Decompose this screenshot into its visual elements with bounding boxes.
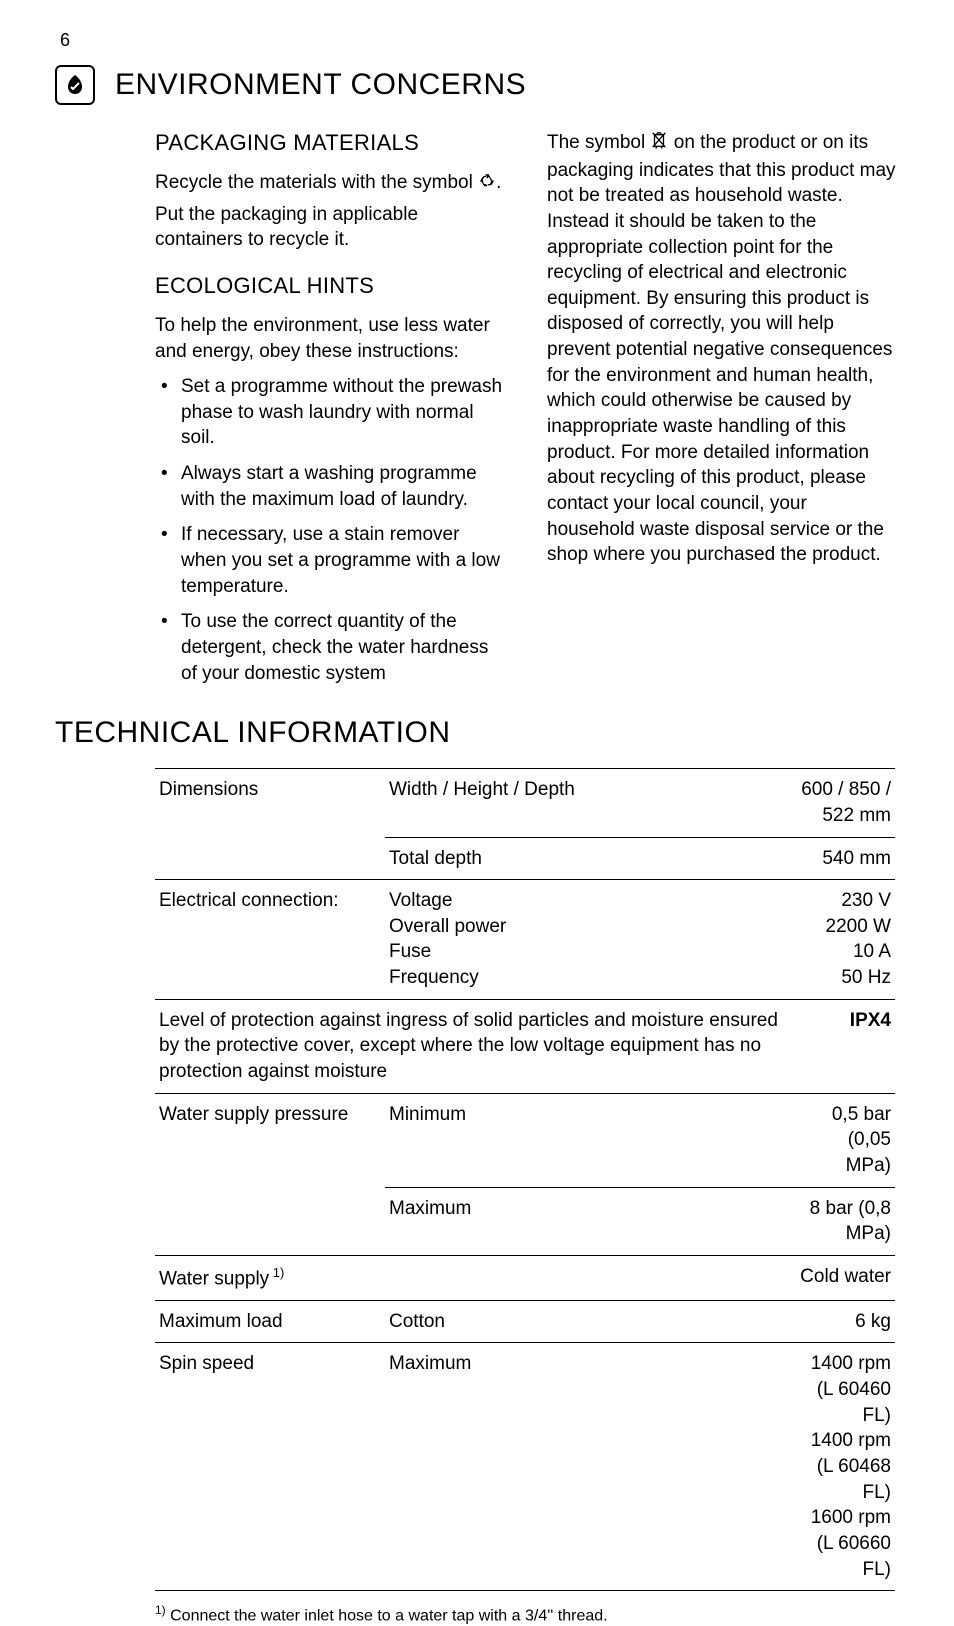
table-cell-value: 540 mm bbox=[796, 837, 895, 880]
table-cell-label bbox=[155, 837, 385, 880]
table-row: Maximum8 bar (0,8 MPa) bbox=[155, 1187, 895, 1255]
list-item: Always start a washing programme with th… bbox=[155, 461, 507, 512]
packaging-p1a: Recycle the materials with the symbol bbox=[155, 172, 473, 193]
recycle-icon bbox=[478, 172, 496, 198]
table-cell-param: Voltage Overall power Fuse Frequency bbox=[385, 880, 796, 1000]
list-item: Set a programme without the prewash phas… bbox=[155, 374, 507, 451]
col-left: PACKAGING MATERIALS Recycle the material… bbox=[155, 130, 507, 696]
packaging-text: Recycle the materials with the symbol . bbox=[155, 170, 507, 198]
table-cell-value: 0,5 bar (0,05 MPa) bbox=[796, 1093, 895, 1187]
table-row: Water supply pressureMinimum0,5 bar (0,0… bbox=[155, 1093, 895, 1187]
leaf-icon bbox=[55, 65, 95, 105]
table-cell-label: Water supply pressure bbox=[155, 1093, 385, 1187]
packaging-heading: PACKAGING MATERIALS bbox=[155, 130, 507, 156]
table-cell-label: Electrical connection: bbox=[155, 880, 385, 1000]
weee-pre: The symbol bbox=[547, 132, 650, 153]
tech-table: DimensionsWidth / Height / Depth600 / 85… bbox=[155, 768, 895, 1591]
table-row: Water supply 1) Cold water bbox=[155, 1255, 895, 1300]
table-cell-param: Maximum bbox=[385, 1343, 796, 1591]
eco-heading: ECOLOGICAL HINTS bbox=[155, 273, 507, 299]
table-cell-value: 6 kg bbox=[796, 1300, 895, 1343]
table-cell-label: Water supply 1) bbox=[155, 1255, 385, 1300]
table-cell-param: Maximum bbox=[385, 1187, 796, 1255]
footnote: 1) Connect the water inlet hose to a wat… bbox=[155, 1603, 899, 1625]
table-cell-value: IPX4 bbox=[796, 999, 895, 1093]
table-row: Spin speedMaximum1400 rpm (L 60460 FL) 1… bbox=[155, 1343, 895, 1591]
table-cell-label: Dimensions bbox=[155, 769, 385, 837]
table-cell-value: Cold water bbox=[796, 1255, 895, 1300]
table-row: Level of protection against ingress of s… bbox=[155, 999, 895, 1093]
list-item: To use the correct quantity of the deter… bbox=[155, 609, 507, 686]
table-cell-value: 1400 rpm (L 60460 FL) 1400 rpm (L 60468 … bbox=[796, 1343, 895, 1591]
table-cell-label bbox=[155, 1187, 385, 1255]
table-row: Total depth540 mm bbox=[155, 837, 895, 880]
table-cell-value: 8 bar (0,8 MPa) bbox=[796, 1187, 895, 1255]
weee-text: The symbol on the product or on its pack… bbox=[547, 130, 899, 568]
table-row: Maximum loadCotton6 kg bbox=[155, 1300, 895, 1343]
packaging-p1b: . bbox=[496, 172, 501, 193]
table-cell-label: Spin speed bbox=[155, 1343, 385, 1591]
table-cell-value: 230 V 2200 W 10 A 50 Hz bbox=[796, 880, 895, 1000]
footnote-sup: 1) bbox=[155, 1603, 166, 1617]
table-row: DimensionsWidth / Height / Depth600 / 85… bbox=[155, 769, 895, 837]
table-cell-label: Maximum load bbox=[155, 1300, 385, 1343]
crossed-bin-icon bbox=[650, 130, 668, 158]
env-content: PACKAGING MATERIALS Recycle the material… bbox=[55, 130, 899, 696]
footnote-text: Connect the water inlet hose to a water … bbox=[166, 1608, 608, 1625]
table-cell-param: Total depth bbox=[385, 837, 796, 880]
table-row: Electrical connection:Voltage Overall po… bbox=[155, 880, 895, 1000]
table-cell-param: Cotton bbox=[385, 1300, 796, 1343]
weee-post: on the product or on its packaging indic… bbox=[547, 132, 896, 565]
table-cell-label: Level of protection against ingress of s… bbox=[155, 999, 796, 1093]
eco-intro: To help the environment, use less water … bbox=[155, 313, 507, 364]
section-title-env: ENVIRONMENT CONCERNS bbox=[115, 68, 526, 102]
col-right: The symbol on the product or on its pack… bbox=[547, 130, 899, 696]
list-item: If necessary, use a stain remover when y… bbox=[155, 522, 507, 599]
eco-bullets: Set a programme without the prewash phas… bbox=[155, 374, 507, 686]
table-cell-param: Width / Height / Depth bbox=[385, 769, 796, 837]
table-cell-param bbox=[385, 1255, 796, 1300]
section-header-env: ENVIRONMENT CONCERNS bbox=[55, 65, 899, 105]
table-cell-param: Minimum bbox=[385, 1093, 796, 1187]
packaging-p2: Put the packaging in applicable containe… bbox=[155, 202, 507, 253]
page-number: 6 bbox=[60, 30, 70, 51]
table-cell-value: 600 / 850 / 522 mm bbox=[796, 769, 895, 837]
section-title-tech: TECHNICAL INFORMATION bbox=[55, 716, 899, 750]
